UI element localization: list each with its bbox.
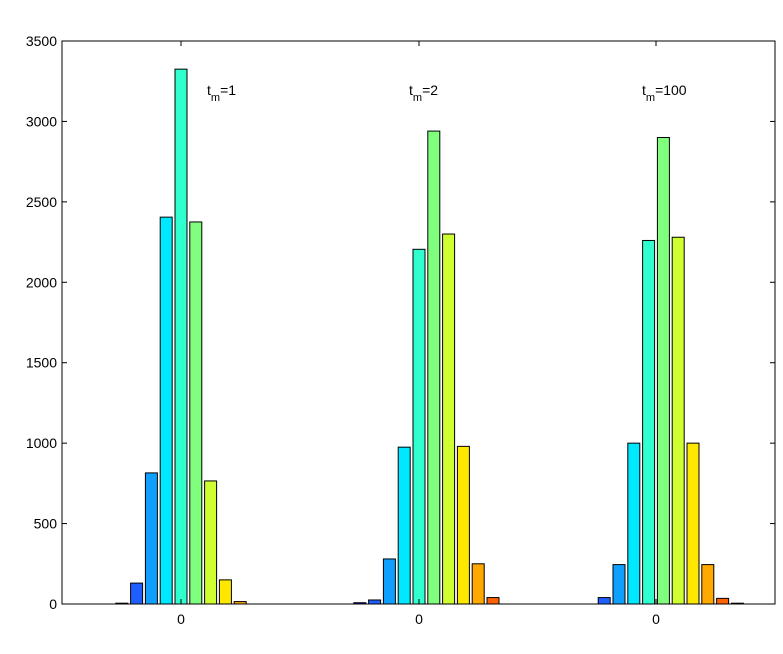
bar xyxy=(456,445,470,605)
y-tick-label: 0 xyxy=(49,596,57,612)
bar xyxy=(686,442,700,605)
bar xyxy=(486,597,500,605)
bar xyxy=(115,602,129,605)
bar xyxy=(233,601,247,605)
annotation-suffix: =100 xyxy=(655,82,687,98)
annotation-subscript: m xyxy=(413,92,422,104)
bar xyxy=(144,472,158,605)
group-annotation: tm=100 xyxy=(642,82,687,104)
x-tick-label: 0 xyxy=(652,611,660,627)
annotation-base: t xyxy=(207,82,211,98)
bar xyxy=(671,236,685,605)
annotation-base: t xyxy=(409,82,413,98)
x-tick-label: 0 xyxy=(415,611,423,627)
annotation-subscript: m xyxy=(646,92,655,104)
group-annotation: tm=2 xyxy=(409,82,438,104)
y-tick-label: 1000 xyxy=(26,435,57,451)
bar xyxy=(397,446,411,605)
y-tick-label: 2500 xyxy=(26,194,57,210)
bar xyxy=(218,579,232,605)
bar xyxy=(174,68,188,605)
annotation-suffix: =2 xyxy=(422,82,438,98)
bar xyxy=(368,599,382,605)
x-axis: 0 0 0 xyxy=(177,41,660,627)
bar xyxy=(471,563,485,605)
bar xyxy=(442,233,456,605)
group-annotation: tm=1 xyxy=(207,82,236,104)
annotations-layer: tm=1 tm=2 tm=100 xyxy=(207,82,687,104)
x-tick-label: 0 xyxy=(177,611,185,627)
bar xyxy=(382,558,396,605)
bar xyxy=(130,582,144,605)
bar xyxy=(597,597,611,605)
annotation-base: t xyxy=(642,82,646,98)
annotation-subscript: m xyxy=(211,92,220,104)
bar xyxy=(627,442,641,605)
y-tick-label: 3500 xyxy=(26,33,57,49)
bar xyxy=(642,239,656,605)
bar xyxy=(701,564,715,605)
bar xyxy=(656,137,670,605)
bars-layer xyxy=(115,68,744,605)
bar xyxy=(412,248,426,605)
y-tick-label: 2000 xyxy=(26,274,57,290)
y-tick-label: 500 xyxy=(34,516,58,532)
bar xyxy=(716,597,730,605)
y-tick-label: 3000 xyxy=(26,113,57,129)
y-tick-label: 1500 xyxy=(26,355,57,371)
bar xyxy=(204,480,218,605)
annotation-suffix: =1 xyxy=(220,82,236,98)
bar xyxy=(612,564,626,605)
bar xyxy=(189,221,203,605)
bar xyxy=(353,602,367,605)
bar xyxy=(730,602,744,605)
y-axis: 0 500 1000 1500 2000 2500 3000 3500 xyxy=(26,33,775,612)
bar xyxy=(159,216,173,605)
bar xyxy=(427,130,441,605)
